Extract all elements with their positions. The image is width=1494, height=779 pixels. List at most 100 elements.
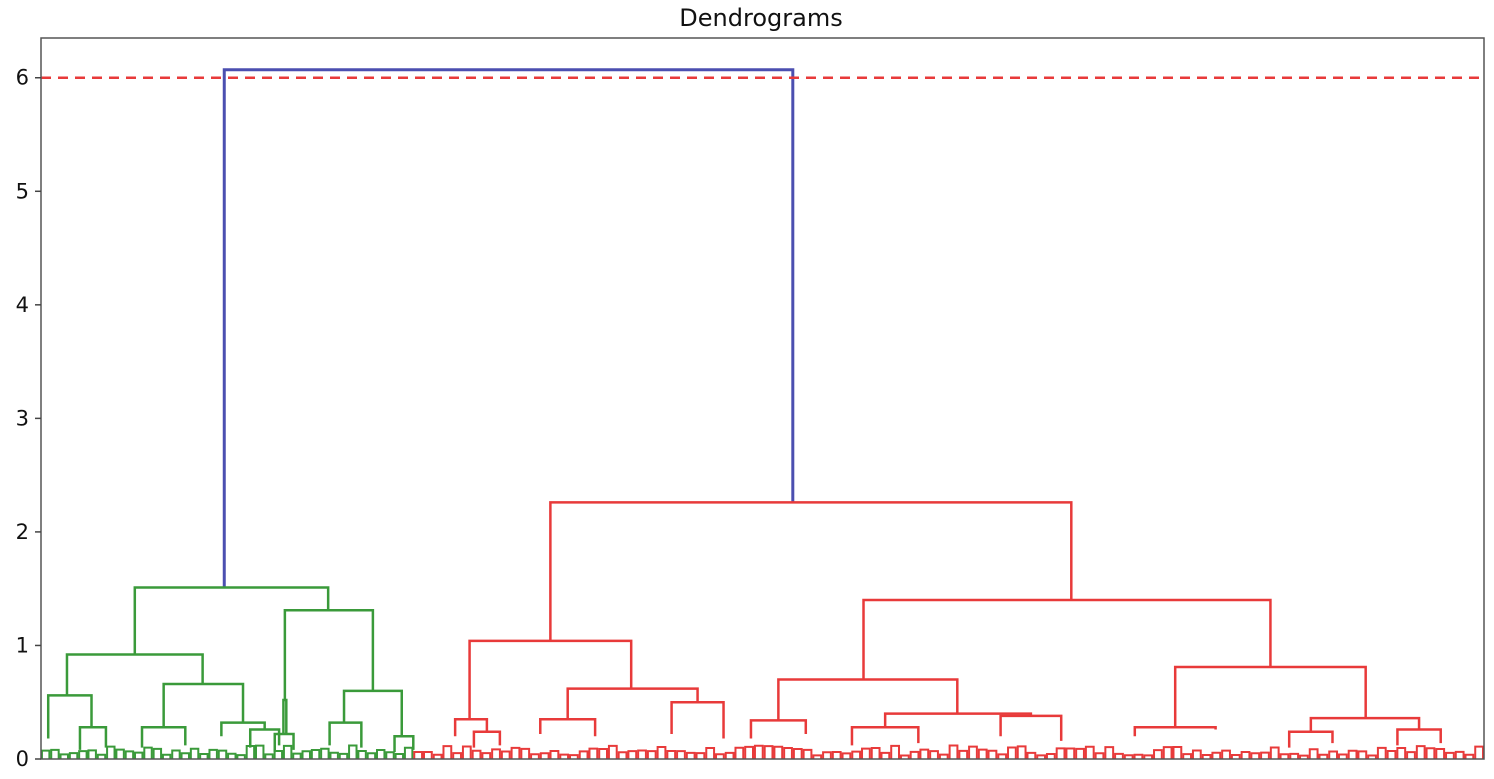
leaf-merge-cluster_2-86 (1250, 752, 1261, 759)
leaf-merge-cluster_2-5 (461, 745, 472, 759)
dendrogram-link-cluster_2-17 (453, 718, 489, 737)
leaf-merge-cluster_2-81 (1201, 754, 1212, 759)
dendrogram-link-cluster_1-11 (273, 732, 295, 753)
leaf-merge-cluster_2-67 (1065, 747, 1076, 759)
dendrogram-link-cluster_2-16 (468, 639, 633, 720)
dendrogram-link-cluster_1-1 (133, 586, 330, 655)
leaf-merge-cluster_2-20 (607, 744, 618, 759)
leaf-merge-cluster_1-18 (208, 748, 218, 759)
leaf-merge-cluster_2-18 (588, 747, 599, 759)
dendrogram-link-cluster_2-19 (566, 687, 699, 720)
y-tick-label-2: 2 (16, 520, 29, 544)
leaf-merge-cluster_2-7 (481, 752, 492, 759)
leaf-merge-cluster_2-33 (734, 746, 745, 759)
leaf-merge-cluster_2-31 (715, 753, 725, 759)
y-tick-label-3: 3 (16, 406, 29, 430)
dendrogram-link-cluster_1-8 (248, 728, 281, 748)
leaf-merge-cluster_2-93 (1318, 753, 1329, 759)
leaf-merge-cluster_2-96 (1347, 749, 1358, 759)
leaf-merge-cluster_1-9 (124, 750, 135, 759)
leaf-merge-cluster_2-22 (627, 750, 638, 759)
leaf-merge-cluster_2-2 (432, 753, 443, 759)
leaf-merge-cluster_1-14 (171, 749, 181, 759)
leaf-merge-cluster_2-82 (1211, 751, 1222, 759)
leaf-merge-cluster_1-29 (310, 748, 321, 759)
leaf-merge-cluster_2-43 (831, 750, 842, 759)
leaf-merge-cluster_2-100 (1386, 749, 1397, 759)
leaf-merge-cluster_2-50 (899, 754, 910, 759)
leaf-merge-cluster_2-51 (909, 750, 920, 759)
dendrogram-link-cluster_2-30 (1309, 716, 1421, 732)
leaf-merge-cluster_1-38 (394, 753, 405, 759)
leaf-merge-cluster_2-45 (851, 750, 862, 759)
dendrogram-link-cluster_2-23 (777, 678, 959, 721)
leaf-merge-cluster_2-38 (783, 746, 793, 759)
leaf-merge-cluster_2-78 (1172, 745, 1183, 759)
leaf-merge-cluster_1-3 (68, 752, 79, 759)
leaf-merge-cluster_2-41 (812, 754, 823, 759)
dendrogram-link-cluster_1-10 (282, 698, 288, 735)
leaf-merge-cluster_2-68 (1075, 747, 1085, 759)
leaf-merge-cluster_2-89 (1279, 753, 1290, 759)
leaf-merge-cluster_2-35 (753, 744, 764, 759)
leaf-merge-cluster_2-73 (1123, 754, 1134, 759)
leaf-merge-cluster_2-53 (929, 750, 939, 759)
leaf-merge-cluster_2-83 (1221, 749, 1231, 759)
leaf-merge-cluster_2-76 (1153, 749, 1163, 759)
leaf-merge-cluster_2-49 (890, 744, 901, 759)
leaf-merge-cluster_1-17 (199, 752, 209, 759)
leaf-merge-cluster_1-11 (143, 746, 153, 759)
y-tick-label-5: 5 (16, 179, 29, 203)
leaf-merge-cluster_2-57 (968, 745, 978, 759)
dendrogram-link-cluster_1-9 (283, 609, 375, 700)
leaf-merge-cluster_1-27 (292, 752, 302, 759)
leaf-merge-cluster_2-71 (1104, 746, 1115, 759)
dendrogram-link-root-0 (222, 68, 795, 588)
leaf-merge-cluster_1-34 (357, 750, 367, 759)
leaf-merge-cluster_2-103 (1415, 745, 1426, 759)
leaf-merge-cluster_2-37 (773, 745, 784, 759)
leaf-merge-cluster_2-102 (1406, 751, 1416, 759)
leaf-merge-cluster_2-32 (724, 751, 735, 759)
leaf-merge-cluster_1-36 (375, 749, 386, 759)
leaf-merge-cluster_1-30 (320, 747, 330, 759)
leaf-merge-cluster_2-39 (792, 748, 803, 759)
dendrogram-link-cluster_1-14 (393, 735, 415, 753)
leaf-merge-cluster_2-63 (1026, 751, 1037, 759)
leaf-merge-cluster_2-97 (1357, 750, 1368, 759)
leaf-merge-cluster_2-65 (1045, 753, 1056, 759)
leaf-merge-cluster_2-101 (1396, 747, 1407, 759)
leaf-merge-cluster_2-92 (1308, 748, 1319, 759)
dendrogram-link-cluster_2-21 (670, 700, 725, 739)
dendrogram-link-cluster_2-15 (549, 501, 1073, 641)
leaf-merge-cluster_2-8 (491, 748, 501, 759)
leaf-merge-cluster_2-0 (413, 751, 424, 759)
leaf-merge-cluster_1-23 (255, 744, 265, 759)
leaf-merge-cluster_2-12 (530, 753, 540, 759)
dendrogram-link-cluster_2-32 (1396, 728, 1442, 746)
y-tick-label-6: 6 (16, 66, 29, 90)
leaf-merge-cluster_2-80 (1191, 749, 1202, 759)
leaf-merge-cluster_2-58 (977, 748, 988, 759)
dendrogram-link-cluster_2-22 (862, 598, 1272, 680)
chart-title: Dendrograms (679, 4, 842, 32)
leaf-merge-cluster_2-48 (880, 751, 891, 759)
leaf-merge-cluster_1-28 (301, 750, 311, 759)
leaf-merge-cluster_2-84 (1230, 753, 1241, 759)
dendrogram-link-cluster_2-24 (749, 719, 808, 739)
leaf-merge-cluster_2-90 (1289, 752, 1300, 759)
dendrogram-link-cluster_1-3 (46, 694, 93, 739)
leaf-merge-cluster_2-10 (510, 746, 521, 759)
leaf-merge-cluster_1-6 (96, 753, 107, 759)
leaf-merge-cluster_1-33 (348, 744, 358, 759)
leaf-merge-cluster_2-46 (861, 747, 871, 759)
y-tick-label-4: 4 (16, 293, 29, 317)
leaf-merge-cluster_2-26 (666, 749, 677, 759)
y-tick-label-1: 1 (16, 633, 29, 657)
leaf-merge-cluster_2-3 (442, 745, 453, 759)
leaf-merge-cluster_2-98 (1367, 754, 1377, 759)
dendrogram-link-cluster_2-27 (999, 714, 1063, 741)
leaf-merge-cluster_1-25 (273, 750, 284, 759)
leaf-merge-cluster_1-2 (59, 753, 69, 759)
